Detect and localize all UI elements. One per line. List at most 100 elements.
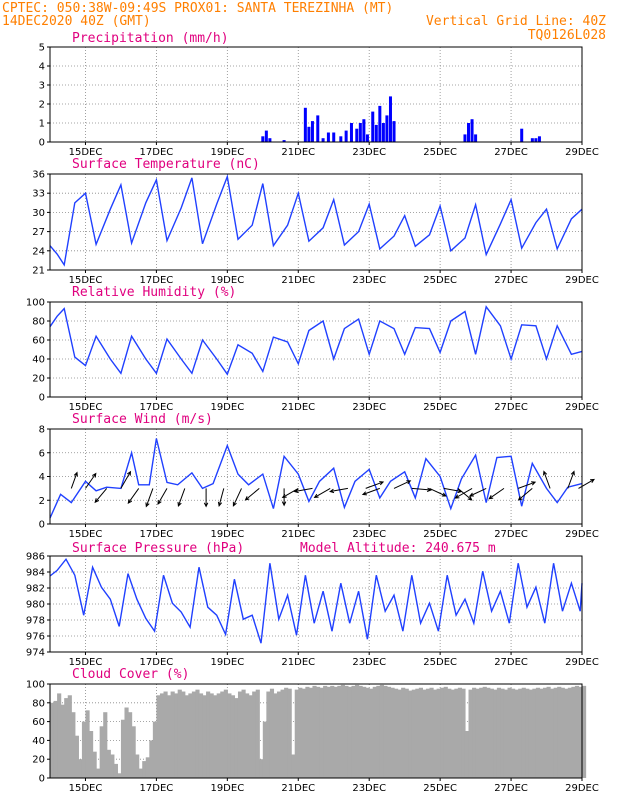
plot-frame	[49, 428, 583, 525]
y-tick-label: 986	[26, 552, 45, 563]
wind-arrow	[457, 488, 473, 501]
wind-arrow	[393, 480, 412, 489]
cloud-cover-bar	[582, 685, 587, 778]
x-tick-label: 17DEC	[140, 529, 174, 540]
panel-title-pressure: Surface Pressure (hPa)	[72, 541, 244, 556]
precip-bar	[392, 121, 396, 142]
y-tick-label: 33	[32, 189, 45, 200]
cloud-cover-bar	[60, 704, 65, 778]
y-tick-label: 2	[39, 100, 45, 111]
cloud-cover-bar	[344, 685, 349, 778]
cloud-cover-bar	[128, 712, 133, 778]
x-tick-label: 29DEC	[565, 147, 599, 158]
cloud-cover-bar	[124, 707, 129, 778]
y-tick-label: 978	[26, 616, 45, 627]
cloud-cover-bar	[188, 693, 193, 778]
x-tick-label: 27DEC	[494, 275, 528, 286]
wind-arrow	[177, 488, 186, 507]
wind-arrow	[329, 487, 348, 494]
panel-precipitation: Precipitation (mm/h) 0 1 2 3 4 5 15DEC 17DEC 19D…	[39, 31, 599, 158]
precip-bar	[365, 134, 369, 142]
y-tick-label: 2	[39, 496, 45, 507]
cloud-cover-bar	[280, 689, 285, 778]
wind-arrow	[281, 487, 299, 498]
cloud-cover-bar	[422, 689, 427, 778]
cloud-cover-bar	[337, 685, 342, 778]
wind-arrow	[468, 487, 487, 497]
x-tick-label: 17DEC	[140, 402, 174, 413]
cloud-cover-bar	[135, 754, 140, 778]
precip-bar	[371, 111, 375, 142]
y-tick-label: 5	[39, 43, 45, 54]
plot-temperature: 21 24 27 30 33 36 15DEC 17DEC 19DEC 21DEC 23DEC 25D…	[32, 170, 599, 287]
precip-bar	[316, 115, 320, 142]
precip-bar	[534, 138, 538, 142]
header: CPTEC: 050:38W-09:49S PROX01: SANTA TERE…	[2, 1, 606, 43]
cloud-cover-bar	[507, 687, 512, 778]
cloud-cover-bar	[248, 695, 253, 778]
x-tick-label: 19DEC	[210, 529, 244, 540]
model-altitude-annotation: Model Altitude: 240.675 m	[300, 541, 496, 556]
cloud-cover-bar	[301, 688, 306, 778]
x-tick-label: 23DEC	[352, 657, 386, 668]
plot-frame	[49, 173, 583, 271]
precip-bar	[388, 96, 392, 142]
cloud-cover-bar	[330, 685, 335, 778]
x-tick-label: 23DEC	[352, 275, 386, 286]
cloud-cover-bar	[429, 687, 434, 778]
plot-humidity: 0 20 40 60 80 100 15DEC 17DEC 19DEC 21DEC 23DEC 25D…	[26, 298, 599, 414]
cloud-cover-bar	[323, 685, 328, 778]
precip-bar	[358, 123, 362, 142]
cloud-cover-bar	[564, 688, 569, 778]
cloud-cover-bar	[390, 687, 395, 778]
cloud-cover-bar	[472, 687, 477, 778]
cloud-cover-bar	[291, 754, 296, 778]
cloud-cover-bar	[450, 689, 455, 778]
cloud-cover-bar	[184, 695, 189, 778]
plot-frame	[49, 683, 583, 779]
wind-arrow	[94, 488, 108, 504]
panel-title-wind: Surface Wind (m/s)	[72, 412, 213, 427]
precip-bar	[326, 132, 330, 142]
y-tick-label: 80	[32, 698, 45, 709]
cloud-cover-bar	[475, 688, 480, 778]
cloud-cover-bar	[383, 685, 388, 778]
cloud-cover-bar	[486, 687, 491, 778]
cloud-cover-bar	[298, 687, 303, 778]
cloud-cover-bar	[425, 688, 431, 778]
cloud-cover-bar	[156, 695, 161, 778]
wind-arrow	[313, 487, 331, 498]
cloud-cover-bar	[347, 686, 353, 778]
cloud-cover-bar	[71, 712, 76, 778]
precip-bar	[520, 128, 524, 142]
x-tick-label: 27DEC	[494, 657, 528, 668]
plot-frame	[49, 46, 583, 143]
cloud-cover-bar	[177, 689, 182, 778]
cloud-cover-bar	[85, 710, 90, 778]
plot-cloud-cover: 0 20 40 60 80 100 15DEC 17DEC 19DEC 21DEC 23DEC 25D…	[26, 680, 599, 795]
cloud-cover-bar	[503, 689, 509, 778]
header-grid-line-note: Vertical Grid Line: 40Z	[426, 14, 606, 29]
cloud-cover-bar	[518, 688, 523, 778]
cloud-cover-bar	[557, 686, 562, 778]
x-tick-label: 17DEC	[140, 657, 174, 668]
cloud-cover-bar	[57, 693, 62, 778]
precip-bar	[467, 123, 471, 142]
cloud-cover-bar	[74, 735, 79, 778]
cloud-cover-bar	[546, 686, 551, 778]
wind-arrow	[120, 470, 132, 489]
cloud-cover-bar	[386, 686, 392, 778]
precip-bar	[381, 123, 385, 142]
cloud-cover-bar	[535, 687, 541, 778]
precip-bar	[261, 136, 265, 142]
cloud-cover-bar	[294, 689, 299, 778]
cloud-cover-bar	[181, 691, 186, 778]
cloud-cover-bar	[447, 688, 452, 778]
cloud-cover-bar	[415, 688, 420, 778]
cloud-cover-bar	[553, 687, 558, 778]
y-tick-label: 60	[32, 717, 45, 728]
cloud-cover-bar	[319, 687, 324, 778]
cloud-cover-bar	[308, 687, 314, 778]
panel-title-cloud-cover: Cloud Cover (%)	[72, 667, 189, 682]
